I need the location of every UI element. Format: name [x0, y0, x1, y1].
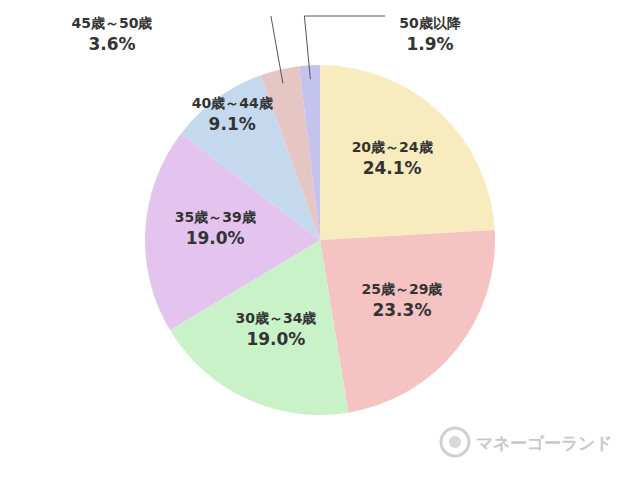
- slice-category: 30歳～34歳: [235, 310, 316, 326]
- data-label: 23.3%: [372, 300, 431, 320]
- data-label: 1.9%: [406, 34, 453, 54]
- leader-line: [304, 16, 385, 79]
- slice-category: 35歳～39歳: [175, 209, 256, 225]
- watermark: マネーゴーランド: [441, 428, 612, 456]
- pie-slice: [320, 65, 495, 240]
- slice-category: 50歳以降: [399, 15, 461, 31]
- labels: 20歳～24歳 24.1% 25歳～29歳 23.3% 30歳～34歳 19.0% 35歳～…: [72, 15, 462, 349]
- data-label: 9.1%: [209, 114, 256, 134]
- pie-slice: [320, 230, 495, 413]
- leader-line: [271, 16, 283, 83]
- data-label: 19.0%: [246, 329, 305, 349]
- data-label: 19.0%: [186, 228, 245, 248]
- pie: [145, 65, 495, 415]
- slice-category: 40歳～44歳: [192, 95, 273, 111]
- data-label: 3.6%: [88, 34, 135, 54]
- watermark-text: マネーゴーランド: [476, 433, 612, 453]
- logo-dot: [449, 436, 461, 448]
- pie-slice: [299, 65, 320, 240]
- slice-category: 45歳～50歳: [72, 15, 153, 31]
- logo: [441, 428, 469, 456]
- slice-category: 20歳～24歳: [352, 139, 433, 155]
- chart: 20歳～24歳 24.1% 25歳～29歳 23.3% 30歳～34歳 19.0% 35歳～…: [0, 0, 640, 480]
- slice-category: 25歳～29歳: [361, 281, 442, 297]
- data-label: 24.1%: [363, 158, 422, 178]
